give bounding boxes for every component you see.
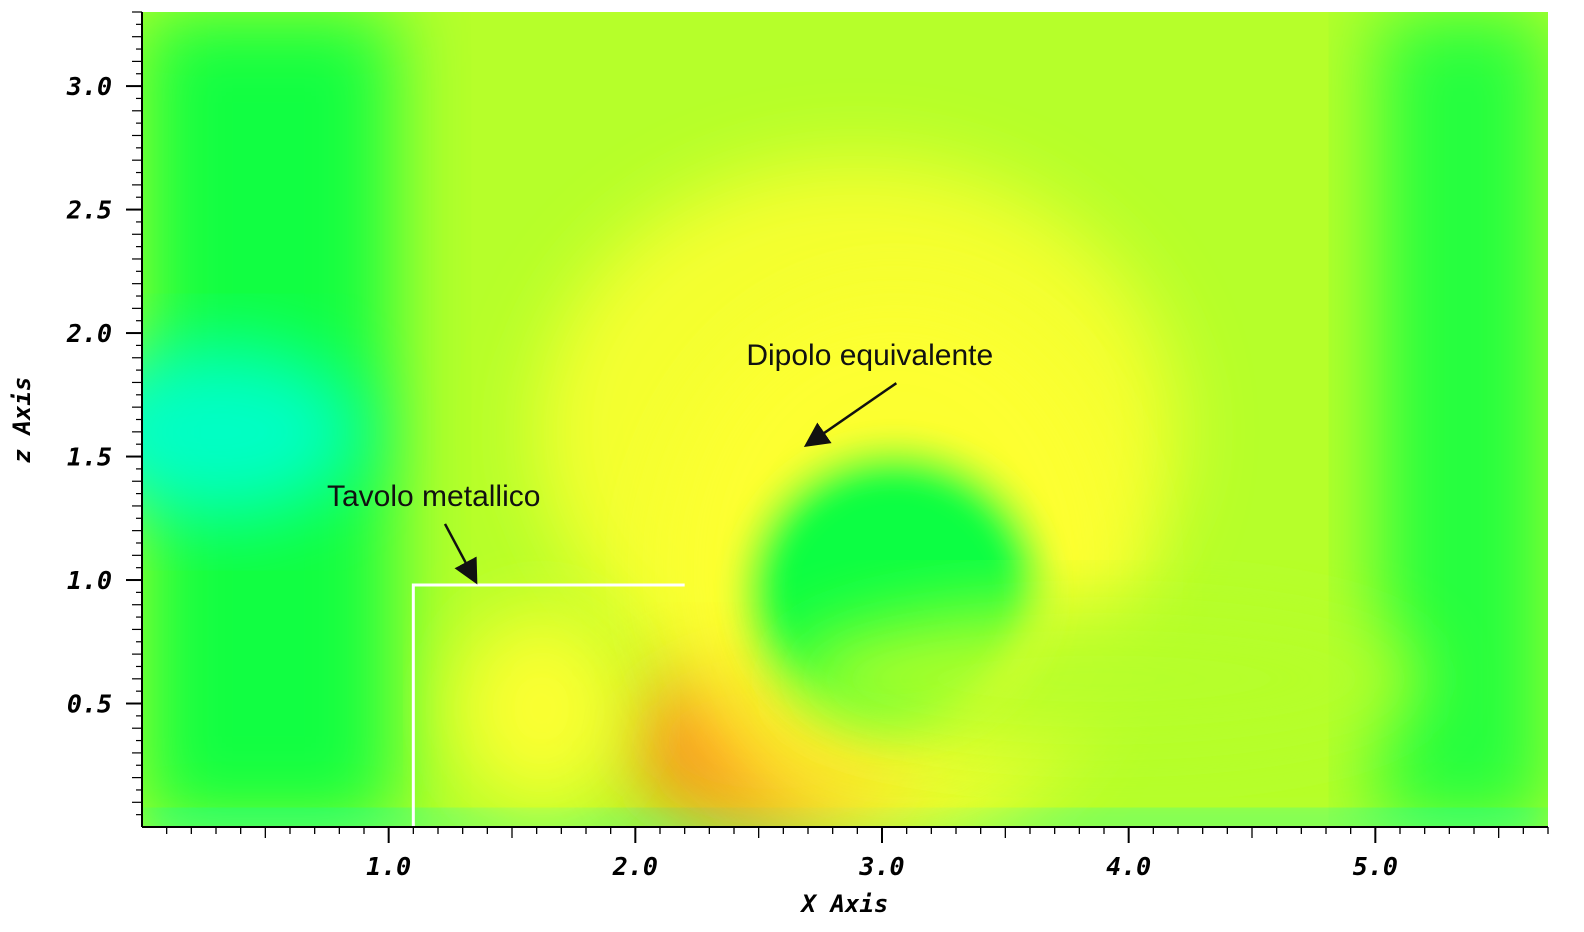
x-axis-title: X Axis bbox=[800, 890, 889, 918]
annotation-arrow-1 bbox=[443, 523, 478, 585]
y-tick-label: 3.0 bbox=[66, 72, 112, 101]
table-outline bbox=[411, 583, 685, 827]
y-tick-label: 2.0 bbox=[66, 319, 112, 348]
y-axis-title: z Axis bbox=[8, 377, 36, 464]
field-cool-band-5 bbox=[142, 345, 364, 519]
y-axis-ticks: 0.5 1.0 1.5 2.0 2.5 3.0 bbox=[66, 11, 142, 816]
x-tick-label: 5.0 bbox=[1353, 852, 1398, 881]
y-tick-label: 2.5 bbox=[66, 196, 112, 225]
annotation-label-1: Tavolo metallico bbox=[327, 480, 540, 513]
field-hotspot-1 bbox=[455, 609, 628, 808]
x-tick-label: 1.0 bbox=[366, 852, 411, 881]
y-tick-label: 1.0 bbox=[67, 566, 112, 595]
table-outline-line bbox=[411, 583, 685, 827]
heatmap-field bbox=[142, 12, 1548, 827]
y-tick-label: 1.5 bbox=[67, 443, 112, 472]
x-tick-label: 4.0 bbox=[1106, 852, 1151, 881]
annotations: Dipolo equivalente Tavolo metallico bbox=[327, 339, 993, 585]
annotation-arrow-0 bbox=[803, 382, 898, 448]
y-tick-label: 0.5 bbox=[67, 690, 112, 719]
dipole-ring-edge bbox=[744, 449, 1045, 736]
x-tick-label: 3.0 bbox=[858, 852, 904, 881]
annotation-label-0: Dipolo equivalente bbox=[746, 339, 993, 372]
field-right-band bbox=[1379, 12, 1548, 827]
x-axis-ticks: 1.0 2.0 3.0 4.0 5.0 bbox=[166, 827, 1549, 881]
x-tick-label: 2.0 bbox=[612, 852, 658, 881]
